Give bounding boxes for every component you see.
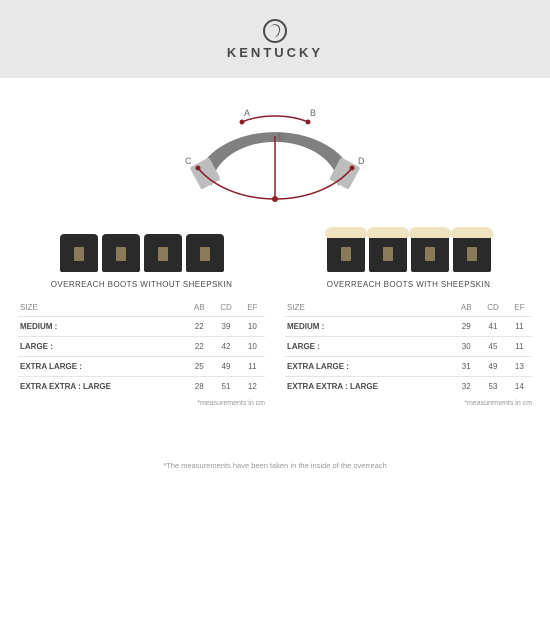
cell-ef: 10 — [240, 317, 265, 337]
cell-ef: 12 — [240, 377, 265, 397]
diagram-svg: A B C D E — [170, 106, 380, 216]
col-without-sheepskin: OVERREACH BOOTS WITHOUT SHEEPSKIN SIZE A… — [18, 234, 265, 407]
cell-cd: 41 — [479, 317, 507, 337]
boot-sheep-icon — [411, 234, 449, 272]
table-row: EXTRA EXTRA : LARGE325314 — [285, 377, 532, 397]
col-cd: CD — [479, 299, 507, 317]
dot-d — [350, 166, 355, 171]
note-right: *measurements in cm — [285, 400, 532, 407]
col-ab: AB — [453, 299, 479, 317]
dot-b — [306, 120, 311, 125]
boots-sheep-row — [285, 234, 532, 272]
cell-ab: 28 — [186, 377, 212, 397]
boot-icon — [60, 234, 98, 272]
cell-size: LARGE : — [18, 337, 186, 357]
cell-size: EXTRA EXTRA : LARGE — [18, 377, 186, 397]
col-size: SIZE — [285, 299, 453, 317]
dot-c — [196, 166, 201, 171]
cell-ab: 22 — [186, 317, 212, 337]
label-a: A — [244, 108, 250, 118]
cell-cd: 49 — [212, 357, 240, 377]
cell-size: EXTRA LARGE : — [285, 357, 453, 377]
footer-note: *The measurements have been taken in the… — [0, 461, 550, 470]
cell-ab: 30 — [453, 337, 479, 357]
label-c: C — [185, 156, 192, 166]
table-title-left: OVERREACH BOOTS WITHOUT SHEEPSKIN — [18, 280, 265, 289]
cell-ef: 14 — [507, 377, 532, 397]
cell-size: MEDIUM : — [285, 317, 453, 337]
cell-size: EXTRA EXTRA : LARGE — [285, 377, 453, 397]
cell-size: EXTRA LARGE : — [18, 357, 186, 377]
dot-ef — [272, 196, 278, 202]
cell-cd: 42 — [212, 337, 240, 357]
measurement-diagram: A B C D E — [0, 106, 550, 216]
table-row: EXTRA EXTRA : LARGE285112 — [18, 377, 265, 397]
cell-cd: 53 — [479, 377, 507, 397]
boot-sheep-icon — [453, 234, 491, 272]
brand-name: KENTUCKY — [227, 45, 323, 60]
table-row: EXTRA LARGE :314913 — [285, 357, 532, 377]
dot-a — [240, 120, 245, 125]
boots-plain-row — [18, 234, 265, 272]
col-ef: EF — [507, 299, 532, 317]
cell-ab: 31 — [453, 357, 479, 377]
cell-ab: 22 — [186, 337, 212, 357]
boot-icon — [144, 234, 182, 272]
boot-sheep-icon — [327, 234, 365, 272]
col-ef: EF — [240, 299, 265, 317]
cell-cd: 45 — [479, 337, 507, 357]
label-d: D — [358, 156, 365, 166]
label-e: E — [278, 132, 284, 142]
col-ab: AB — [186, 299, 212, 317]
table-row: EXTRA LARGE :254911 — [18, 357, 265, 377]
boot-icon — [186, 234, 224, 272]
cell-ef: 10 — [240, 337, 265, 357]
brand-logo-mark — [263, 19, 287, 43]
note-left: *measurements in cm — [18, 400, 265, 407]
cell-ab: 29 — [453, 317, 479, 337]
table-row: LARGE :304511 — [285, 337, 532, 357]
boot-sheep-icon — [369, 234, 407, 272]
brand-logo: KENTUCKY — [227, 19, 323, 60]
cell-ef: 11 — [507, 317, 532, 337]
header-bar: KENTUCKY — [0, 0, 550, 78]
col-with-sheepskin: OVERREACH BOOTS WITH SHEEPSKIN SIZE AB C… — [285, 234, 532, 407]
boot-icon — [102, 234, 140, 272]
cell-cd: 51 — [212, 377, 240, 397]
col-size: SIZE — [18, 299, 186, 317]
cell-size: LARGE : — [285, 337, 453, 357]
label-b: B — [310, 108, 316, 118]
table-row: MEDIUM :294111 — [285, 317, 532, 337]
col-cd: CD — [212, 299, 240, 317]
cell-ef: 11 — [240, 357, 265, 377]
arc-ab — [242, 116, 308, 122]
size-table-right: SIZE AB CD EF MEDIUM :294111LARGE :30451… — [285, 299, 532, 396]
cell-ef: 11 — [507, 337, 532, 357]
cell-ab: 25 — [186, 357, 212, 377]
size-table-left: SIZE AB CD EF MEDIUM :223910LARGE :22421… — [18, 299, 265, 396]
table-title-right: OVERREACH BOOTS WITH SHEEPSKIN — [285, 280, 532, 289]
cell-size: MEDIUM : — [18, 317, 186, 337]
cell-ab: 32 — [453, 377, 479, 397]
cell-cd: 39 — [212, 317, 240, 337]
table-row: MEDIUM :223910 — [18, 317, 265, 337]
table-row: LARGE :224210 — [18, 337, 265, 357]
cell-cd: 49 — [479, 357, 507, 377]
tables-row: OVERREACH BOOTS WITHOUT SHEEPSKIN SIZE A… — [0, 234, 550, 407]
cell-ef: 13 — [507, 357, 532, 377]
